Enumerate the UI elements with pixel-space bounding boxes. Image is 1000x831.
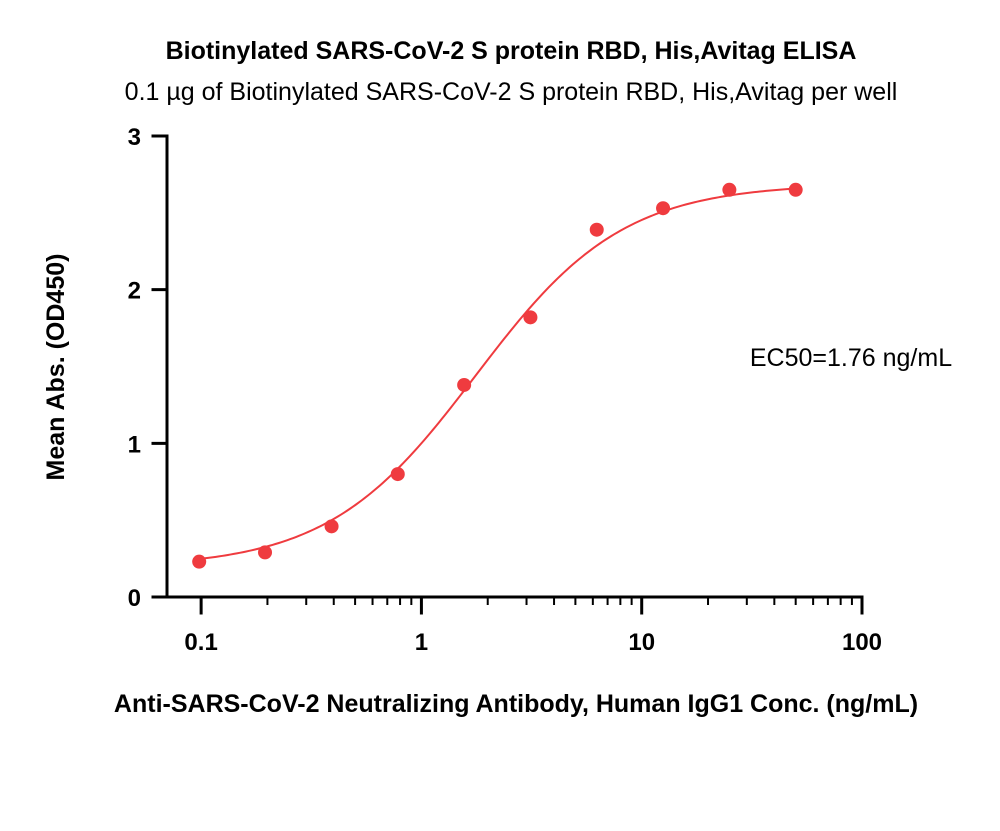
axes: 0 1 2 3 0.1 1 10 100 <box>128 124 882 656</box>
x-tick-label: 1 <box>415 629 428 656</box>
x-tick-label: 100 <box>842 629 882 656</box>
y-tick-label: 0 <box>128 585 141 612</box>
data-point <box>589 222 604 237</box>
data-point <box>788 182 803 197</box>
x-axis-label: Anti-SARS-CoV-2 Neutralizing Antibody, H… <box>114 690 918 718</box>
data-point <box>523 310 538 325</box>
chart-title: Biotinylated SARS-CoV-2 S protein RBD, H… <box>166 37 857 65</box>
data-point <box>457 377 472 392</box>
data-point <box>192 554 207 569</box>
data-point <box>722 182 737 197</box>
y-tick-label: 2 <box>128 278 141 305</box>
ec50-annotation: EC50=1.76 ng/mL <box>750 344 952 372</box>
data-point <box>258 545 273 560</box>
data-point <box>656 201 671 216</box>
data-point <box>324 519 339 534</box>
data-points-layer <box>192 182 803 569</box>
fit-curve <box>200 187 796 560</box>
data-point <box>390 467 405 482</box>
fit-curve-layer <box>200 187 796 560</box>
y-axis-label: Mean Abs. (OD450) <box>42 254 70 481</box>
chart-subtitle: 0.1 µg of Biotinylated SARS-CoV-2 S prot… <box>125 78 898 106</box>
x-tick-label: 0.1 <box>184 629 217 656</box>
y-tick-label: 1 <box>128 431 141 458</box>
y-tick-label: 3 <box>128 124 141 151</box>
x-tick-label: 10 <box>628 629 655 656</box>
